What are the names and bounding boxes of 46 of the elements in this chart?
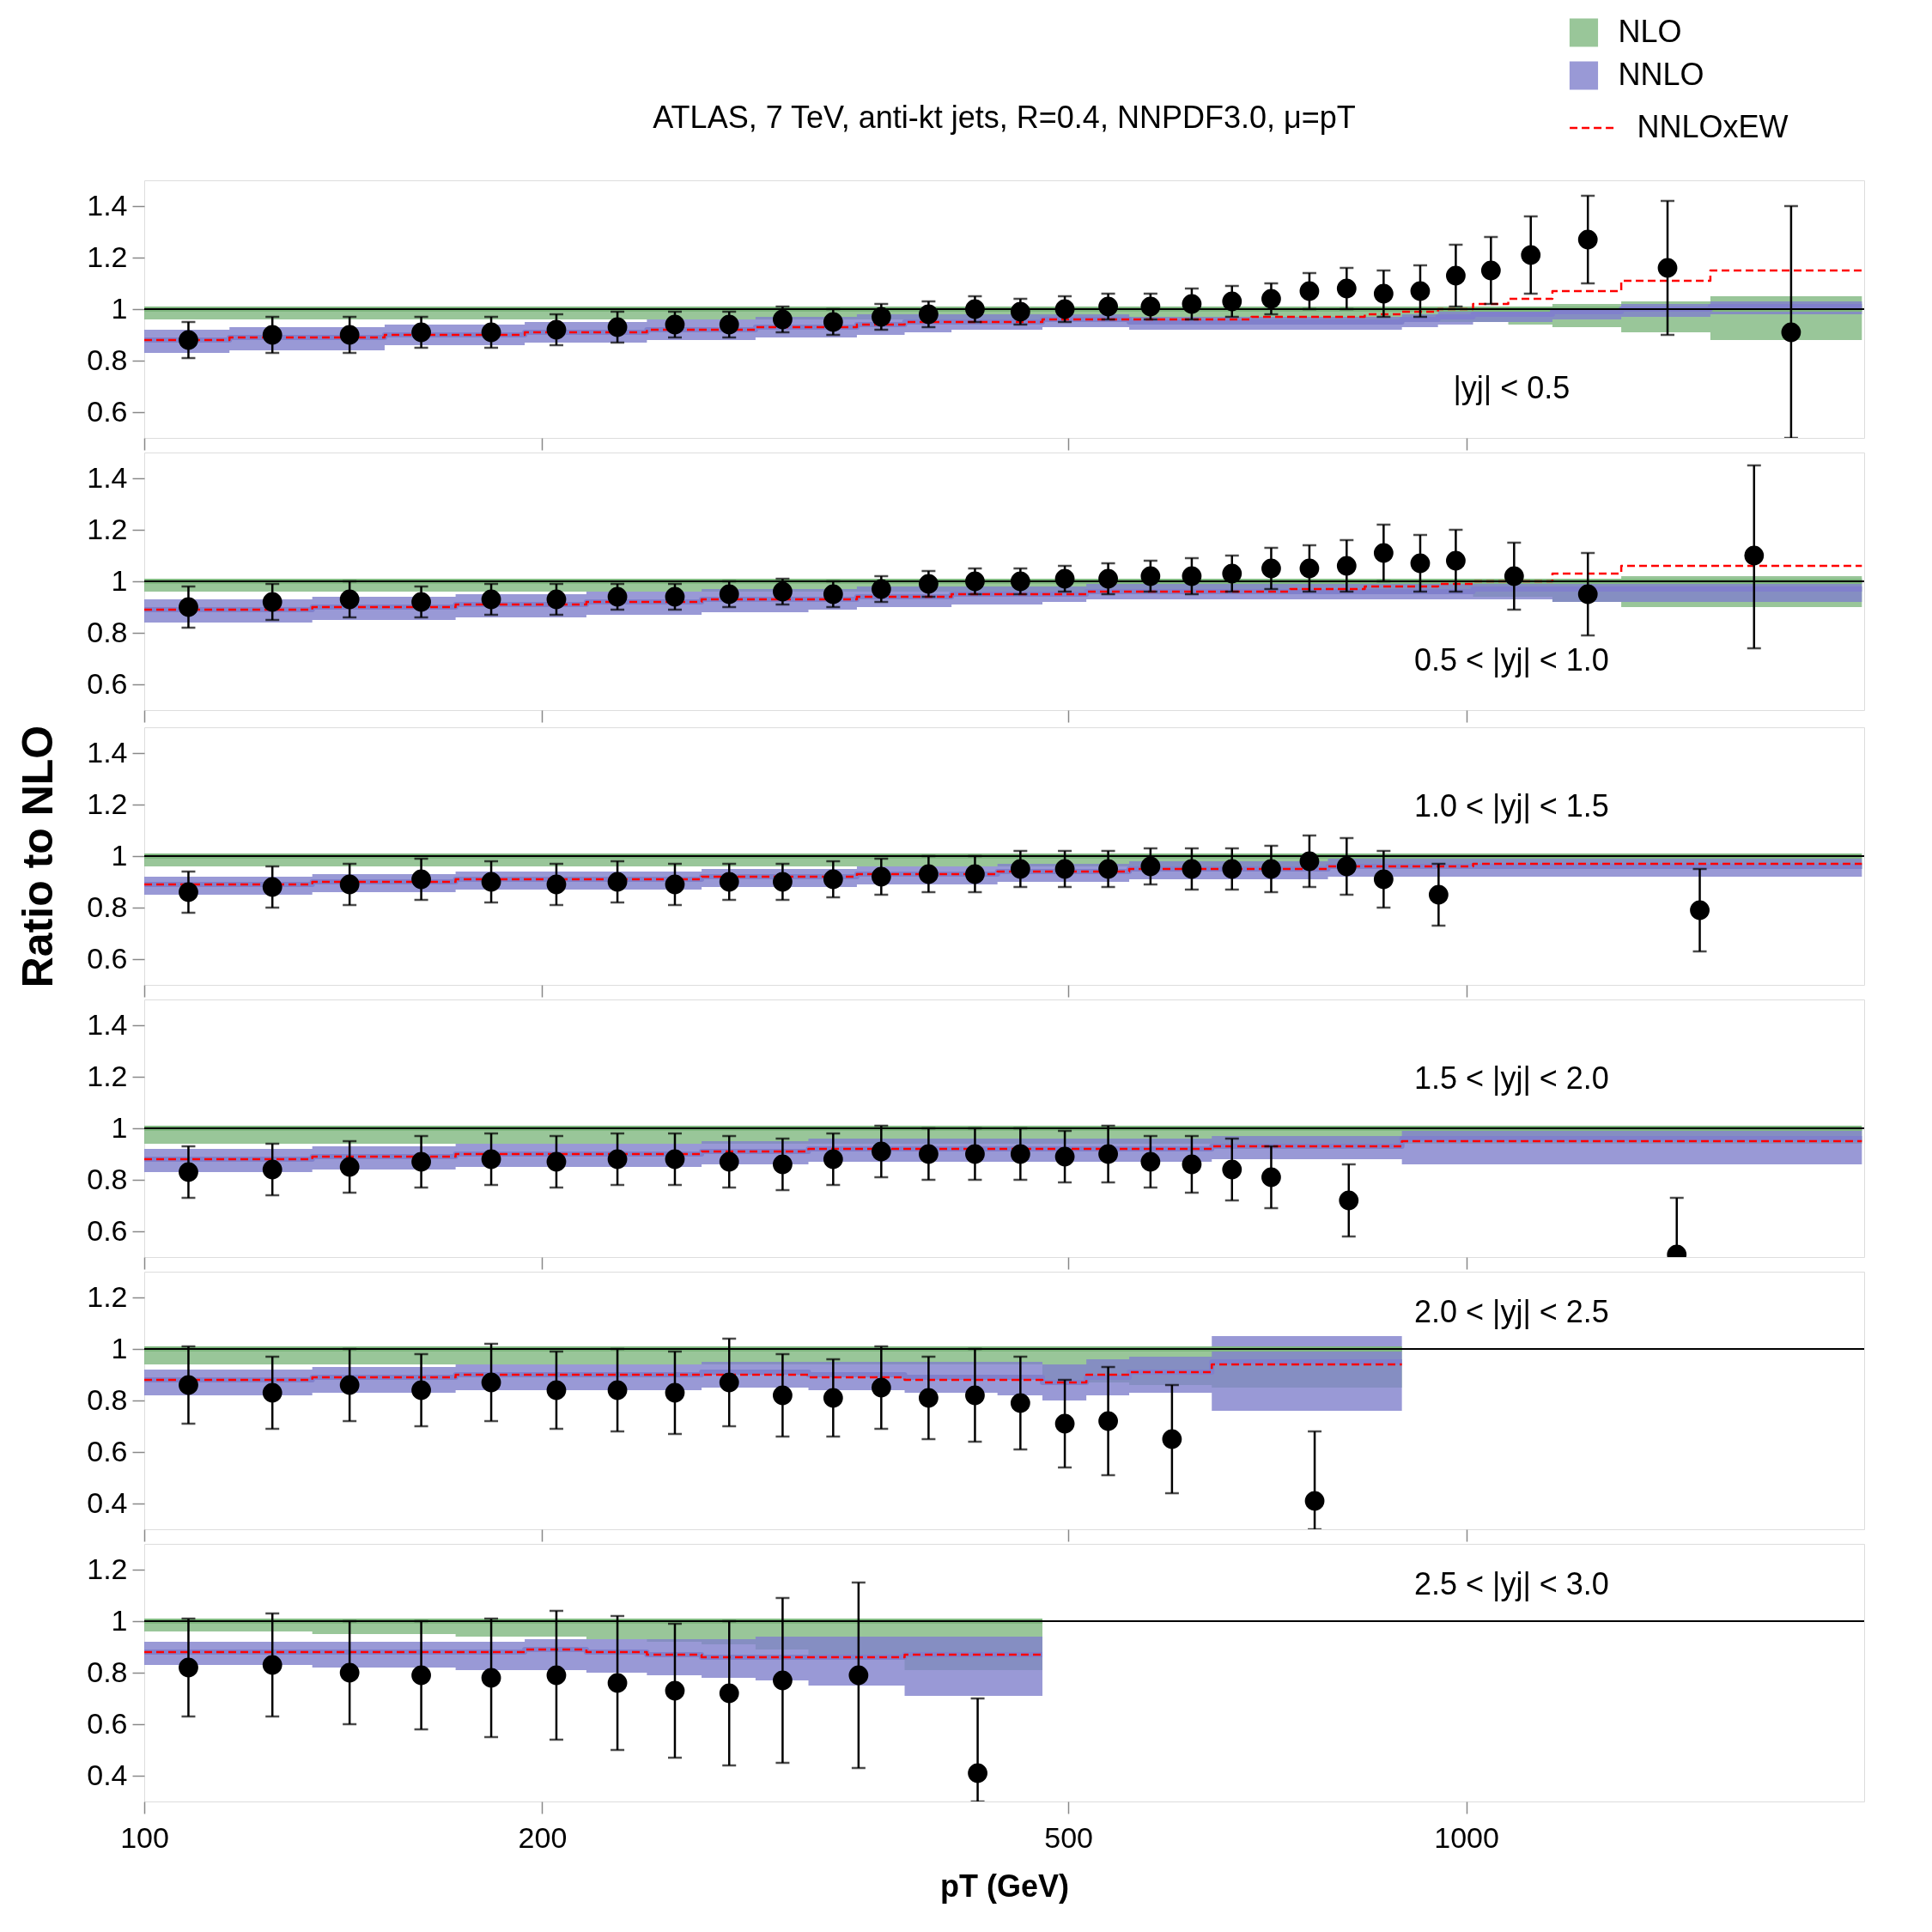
- y-tick-label: 0.8: [87, 1382, 128, 1416]
- y-tick-label: 0.6: [87, 1706, 128, 1740]
- annotation: 2.0 < |yj| < 2.5: [1413, 1294, 1609, 1329]
- annotation: 1.0 < |yj| < 1.5: [1413, 788, 1609, 823]
- y-tick-label: 1.4: [87, 1007, 128, 1041]
- y-tick-label: 1.2: [87, 512, 128, 545]
- y-tick-label: 0.6: [87, 1213, 128, 1247]
- x-tick-label: 200: [518, 1820, 568, 1854]
- x-tick-label: 100: [120, 1820, 169, 1854]
- legend-label: NNLO: [1618, 57, 1704, 92]
- y-tick-label: 0.6: [87, 666, 128, 700]
- y-tick-label: 1: [111, 838, 128, 872]
- y-tick-label: 0.6: [87, 1434, 128, 1467]
- x-tick-label: 1000: [1434, 1820, 1499, 1854]
- y-tick-label: 0.6: [87, 941, 128, 975]
- y-tick-label: 1: [111, 1331, 128, 1364]
- legend-label: NLO: [1618, 14, 1682, 49]
- y-tick-label: 1.2: [87, 787, 128, 820]
- x-tick-label: 500: [1044, 1820, 1093, 1854]
- y-tick-label: 1.4: [87, 735, 128, 769]
- y-tick-label: 1: [111, 1603, 128, 1637]
- x-axis-title: pT (GeV): [940, 1868, 1069, 1904]
- y-tick-label: 1.4: [87, 460, 128, 494]
- y-tick-label: 1.4: [87, 188, 128, 222]
- legend-label: NNLOxEW: [1637, 109, 1789, 144]
- y-tick-label: 0.8: [87, 890, 128, 923]
- y-tick-label: 0.4: [87, 1485, 128, 1519]
- y-tick-label: 1.2: [87, 1552, 128, 1585]
- annotation: 1.5 < |yj| < 2.0: [1413, 1060, 1609, 1096]
- y-tick-label: 1: [111, 1110, 128, 1144]
- y-tick-label: 0.8: [87, 1655, 128, 1688]
- annotation: 2.5 < |yj| < 3.0: [1413, 1566, 1609, 1601]
- y-tick-label: 1.2: [87, 1279, 128, 1313]
- y-tick-label: 0.8: [87, 343, 128, 376]
- y-tick-label: 1.2: [87, 240, 128, 273]
- y-tick-label: 1: [111, 291, 128, 325]
- y-tick-label: 1: [111, 563, 128, 597]
- y-tick-label: 0.6: [87, 394, 128, 428]
- y-tick-label: 0.8: [87, 1162, 128, 1195]
- annotation: |yj| < 0.5: [1453, 370, 1571, 405]
- y-tick-label: 1.2: [87, 1059, 128, 1092]
- y-tick-label: 0.4: [87, 1758, 128, 1791]
- y-axis-title: Ratio to NLO: [14, 725, 63, 988]
- chart-title: ATLAS, 7 TeV, anti-kt jets, R=0.4, NNPDF3.0, μ=pT: [653, 100, 1356, 135]
- y-tick-label: 0.8: [87, 615, 128, 648]
- annotation: 0.5 < |yj| < 1.0: [1413, 642, 1609, 677]
